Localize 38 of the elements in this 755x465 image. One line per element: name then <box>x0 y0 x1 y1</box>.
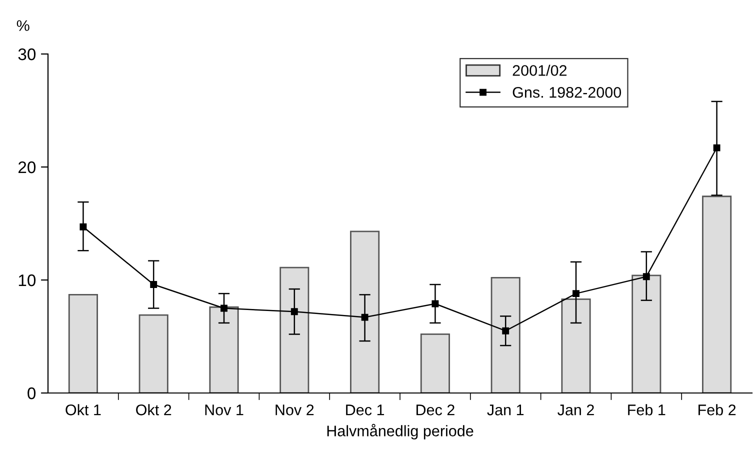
bar <box>68 294 98 393</box>
y-tick-label: 30 <box>18 48 36 60</box>
x-tick-label: Jan 1 <box>487 404 524 416</box>
x-tick-label: Nov 2 <box>276 404 314 416</box>
x-tick-label: Okt 2 <box>136 404 172 416</box>
y-tick-label: 20 <box>18 161 36 174</box>
point <box>80 223 87 230</box>
bar <box>702 196 732 393</box>
bar <box>280 266 310 393</box>
bar <box>632 274 662 393</box>
y-tick-label: 0 <box>28 387 36 400</box>
y-tick-label: 10 <box>18 274 36 286</box>
point <box>361 314 368 321</box>
x-tick-label: Feb 1 <box>628 404 666 416</box>
bar <box>138 314 168 393</box>
legend-label: Gns. 1982-2000 <box>512 86 622 98</box>
point <box>290 308 298 316</box>
x-tick-label: Jan 2 <box>558 404 594 416</box>
bar <box>561 298 591 393</box>
bar <box>350 230 380 393</box>
point <box>713 144 720 152</box>
point <box>150 281 158 288</box>
point <box>572 290 580 298</box>
x-tick-label: Feb 2 <box>698 404 736 416</box>
x-tick-label: Dec 2 <box>416 404 454 416</box>
x-tick-label: Okt 1 <box>66 404 101 416</box>
x-tick-label: Nov 1 <box>205 404 244 416</box>
legend-label: 2001/02 <box>512 64 567 76</box>
x-axis-title: Halvmånedlig periode <box>327 424 474 440</box>
y-axis-title: % <box>16 20 30 31</box>
x-tick-label: Dec 1 <box>346 404 384 416</box>
point <box>642 273 650 280</box>
point <box>432 300 439 308</box>
point <box>502 327 510 334</box>
bar <box>209 306 239 393</box>
point <box>220 304 228 312</box>
bar <box>490 277 520 393</box>
bar <box>420 334 450 393</box>
